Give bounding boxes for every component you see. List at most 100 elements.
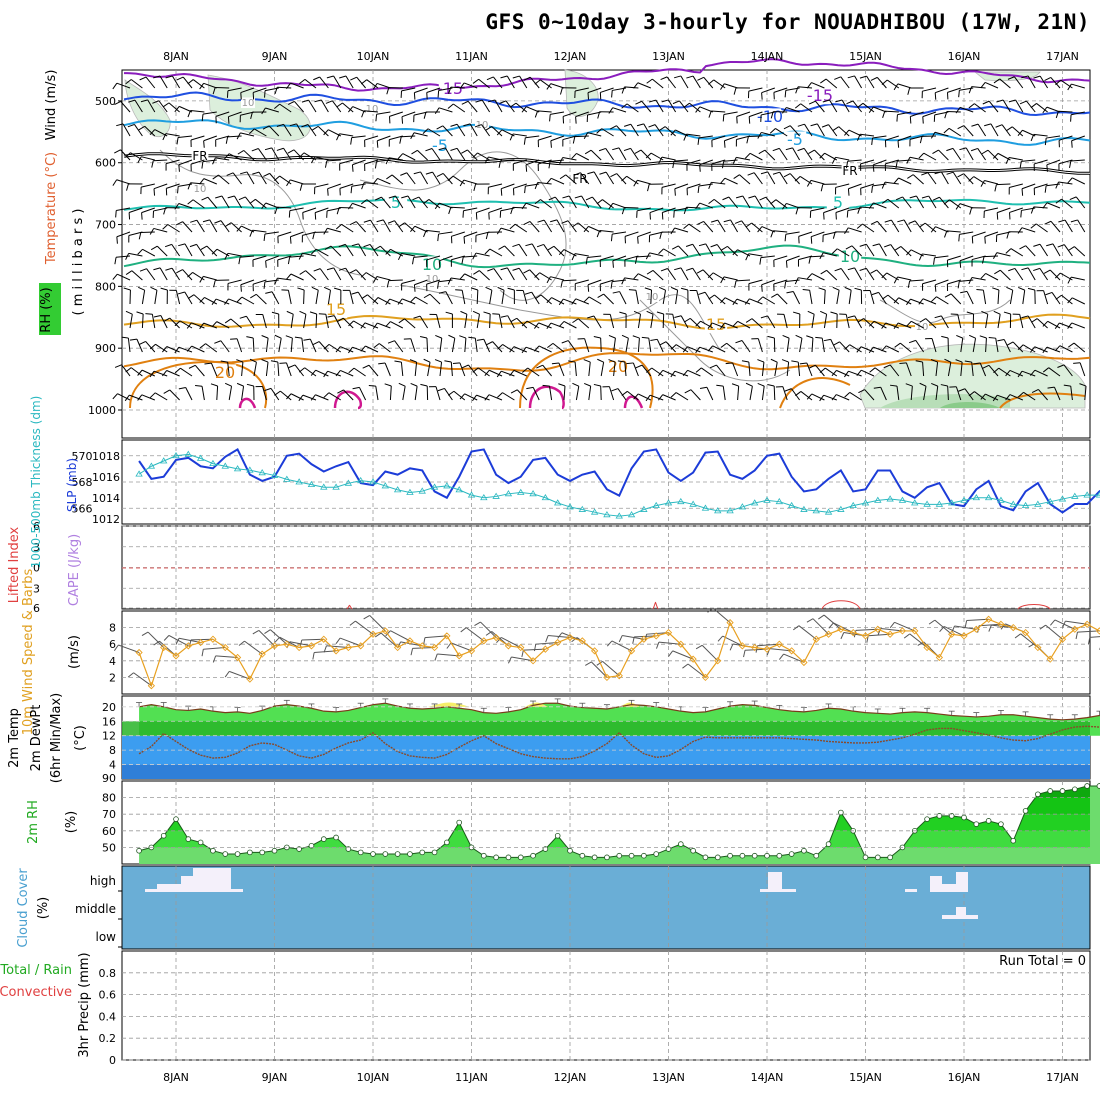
rh-point	[222, 851, 229, 857]
wind-barb-flag	[313, 76, 320, 81]
wind-barb	[558, 362, 565, 377]
wind-barb-flag	[572, 136, 576, 144]
wind-barb-flag	[546, 322, 552, 330]
wind-barb-flag	[446, 642, 452, 649]
wind-barb	[463, 207, 478, 212]
wind-barb-flag	[164, 243, 172, 248]
wind-barb	[154, 392, 168, 401]
wind-barb	[587, 132, 602, 137]
wind-barb-flag	[587, 92, 590, 100]
wind-barb-flag	[859, 267, 867, 271]
wind-barb-flag	[473, 184, 477, 192]
wind-barb-flag	[707, 272, 714, 279]
wind-barb-flag	[820, 310, 827, 315]
wind-barb	[1043, 290, 1049, 305]
cloud-block	[181, 876, 193, 892]
wind-barb	[304, 78, 317, 89]
wind-barb	[131, 270, 143, 281]
wind-barb-flag	[612, 260, 614, 268]
wind-barb	[1050, 77, 1061, 89]
wind-barb	[1035, 223, 1048, 233]
wind-barb	[1064, 219, 1073, 233]
wind-barb-flag	[547, 245, 555, 251]
wind-barb-flag	[659, 126, 666, 131]
wind-barb-flag	[708, 198, 715, 204]
wind-barb	[626, 175, 639, 185]
wind-barb	[574, 253, 589, 257]
wind-speed-point	[172, 652, 180, 660]
wind-barb-flag	[956, 334, 963, 339]
wind-barb-flag	[919, 222, 926, 228]
wind-barb-flag	[1070, 219, 1078, 223]
wind-speed-point	[849, 628, 857, 637]
rh-point	[431, 849, 438, 856]
wind-barb	[232, 172, 242, 185]
wind-barb-flag	[349, 269, 357, 274]
wind-barb	[426, 279, 441, 285]
wind-barb	[1008, 156, 1023, 161]
thickness-point	[640, 505, 648, 512]
wind-barb	[345, 75, 354, 89]
thickness-point	[615, 512, 623, 519]
wind-barb-flag	[123, 287, 131, 291]
wind-barb-flag	[918, 152, 925, 159]
wind-speed-point	[529, 657, 537, 665]
wind-barb	[401, 298, 416, 305]
date-label-bottom: 14JAN	[751, 1071, 784, 1084]
rh-point	[887, 854, 893, 861]
wind-barb-flag	[633, 82, 639, 89]
wind-barb-flag	[187, 110, 191, 118]
wind-barb-flag	[830, 311, 838, 315]
wind-barb-flag	[351, 291, 359, 295]
wind-barb	[376, 111, 391, 115]
wind-barb-flag	[674, 188, 676, 196]
wind-barb-flag	[212, 174, 219, 180]
rh-point	[1096, 783, 1100, 789]
wind-barb	[717, 219, 726, 233]
wind-barb	[257, 148, 267, 161]
wind-barb	[1034, 369, 1048, 377]
wind-barb	[327, 183, 341, 190]
wind-barb	[675, 392, 689, 401]
wind-barb-flag	[360, 345, 366, 352]
wind-barb	[1009, 183, 1023, 189]
wind-barb	[325, 314, 329, 329]
rh-tick-label: 70	[102, 808, 116, 821]
wind-barb	[936, 296, 949, 305]
wind-barb	[280, 390, 292, 401]
precip-tick-label: 0.2	[99, 1032, 117, 1045]
wind-barb-flag	[363, 219, 371, 223]
wind-barb-flag	[932, 196, 940, 201]
wind-barb	[736, 111, 751, 117]
wind-barb-flag	[178, 164, 180, 172]
wind-barb	[574, 362, 577, 377]
wind-barb-flag	[151, 160, 154, 168]
wind-barb	[481, 124, 491, 137]
wind-barb-flag	[883, 364, 891, 369]
wind-barb-flag	[833, 341, 840, 346]
wind-barb-flag	[906, 249, 912, 256]
wind-barb	[897, 135, 912, 142]
wind-barb-flag	[944, 358, 952, 363]
wind-barb	[1011, 126, 1024, 137]
wind-barb-flag	[599, 171, 607, 175]
wind-speed-point	[664, 628, 673, 637]
wind-barb	[309, 338, 317, 353]
wind-barb	[442, 173, 453, 185]
wind-barb-flag	[448, 207, 452, 215]
wind-barb-flag	[178, 243, 186, 247]
wind-barb-flag	[524, 186, 526, 194]
temp-tick-label: 4	[109, 759, 116, 772]
pressure-tick-label: 900	[95, 342, 116, 355]
wind-barb-flag	[314, 212, 317, 220]
wind-barb	[985, 314, 989, 329]
wind-barb-flag	[310, 394, 316, 401]
wind-barb-flag	[597, 293, 604, 299]
wind-barb	[997, 289, 1000, 305]
wind-barb-flag	[385, 249, 391, 255]
wind-barb-flag	[138, 286, 145, 291]
wind-barb	[308, 99, 317, 113]
wind-barb	[538, 345, 552, 353]
wind-barb-flag	[1003, 311, 1011, 315]
wind-barb	[456, 148, 466, 161]
